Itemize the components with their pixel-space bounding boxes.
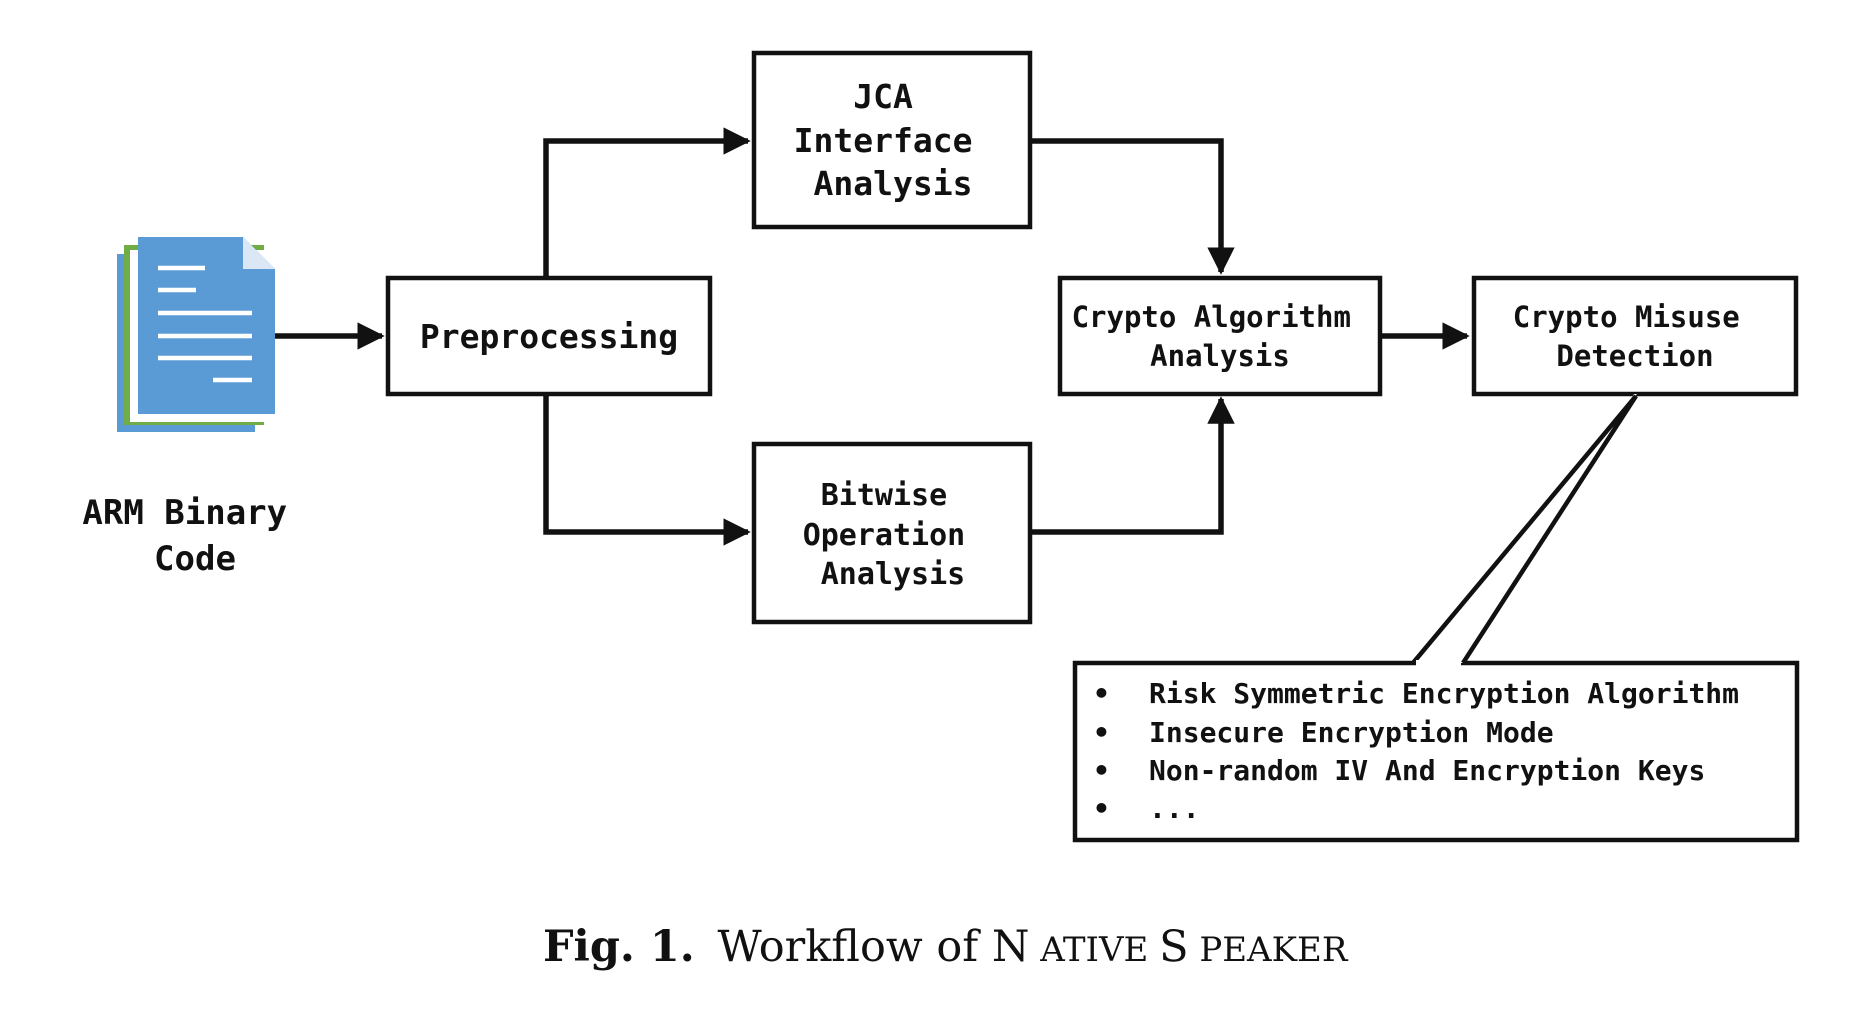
caption-fig-number: Fig. 1.	[543, 922, 695, 972]
bitwise-operation-analysis-node: Bitwise Operation Analysis	[751, 441, 1033, 625]
crypto-misuse-detection-node: Crypto Misuse Detection	[1471, 275, 1799, 397]
bitwise-label: Bitwise Operation Analysis	[803, 478, 984, 592]
bullet: •	[1093, 754, 1110, 787]
bullet: •	[1093, 716, 1110, 749]
input-label: ARM Binary Code	[82, 493, 307, 579]
crypto-algorithm-label: Crypto Algorithm Analysis	[1072, 300, 1369, 373]
crypto-misuse-label: Crypto Misuse Detection	[1513, 300, 1757, 373]
bullet: •	[1093, 677, 1110, 710]
document-stack-icon	[115, 237, 275, 434]
figure-caption: Fig. 1. Workflow of N ATIVE S PEAKER	[543, 922, 1349, 972]
callout-item: Non-random IV And Encryption Keys	[1149, 754, 1705, 787]
preprocessing-node: Preprocessing	[385, 275, 713, 397]
edge-preprocessing-to-jca	[543, 127, 751, 277]
misuse-types-callout: • Risk Symmetric Encryption Algorithm • …	[1072, 394, 1800, 843]
crypto-algorithm-analysis-node: Crypto Algorithm Analysis	[1057, 275, 1383, 397]
caption-text: Workflow of	[718, 922, 992, 972]
edge-jca-to-crypto-algorithm	[1030, 138, 1235, 275]
jca-interface-analysis-node: JCA Interface Analysis	[751, 50, 1033, 230]
bullet: •	[1093, 792, 1110, 825]
preprocessing-label: Preprocessing	[420, 317, 678, 356]
edge-bitwise-to-crypto-algorithm	[1030, 396, 1235, 535]
edges	[275, 127, 1470, 546]
edge-preprocessing-to-bitwise	[543, 394, 751, 546]
callout-pointer	[1411, 394, 1638, 665]
callout-item: Insecure Encryption Mode	[1149, 716, 1554, 749]
jca-label: JCA Interface Analysis	[794, 77, 993, 203]
callout-item: Risk Symmetric Encryption Algorithm	[1149, 677, 1739, 710]
callout-item: ...	[1149, 792, 1200, 825]
